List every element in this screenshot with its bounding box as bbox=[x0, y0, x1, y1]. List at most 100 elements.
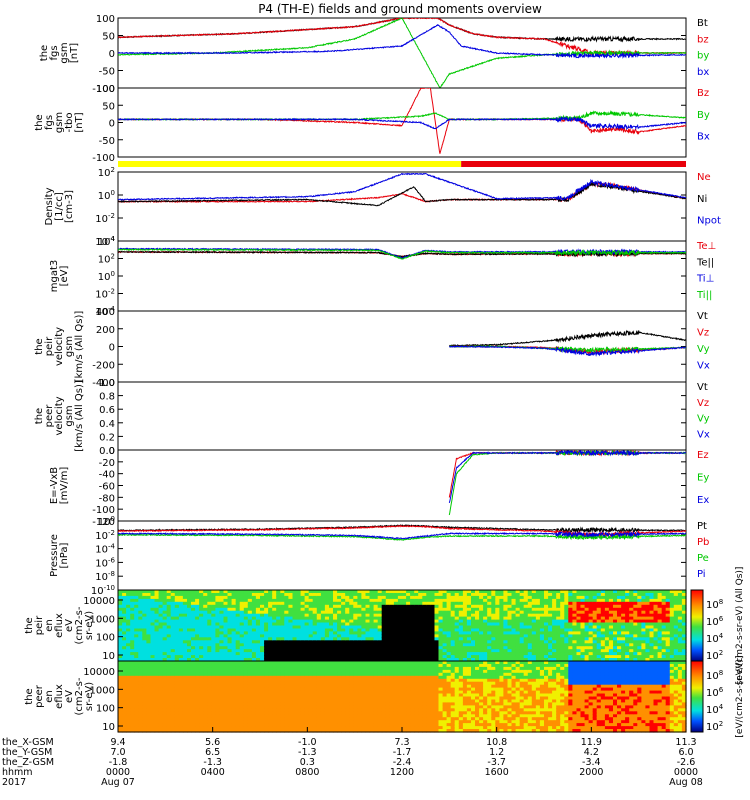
legend-peer-velocity-0: Vt bbox=[697, 382, 708, 393]
xaxis-z-5: -3.4 bbox=[582, 757, 601, 768]
ylabel-temperature-1: [eV] bbox=[59, 266, 70, 287]
ylabel-peer-velocity-4: [km/s (All Qs)] bbox=[74, 380, 85, 452]
ylabel-peer-velocity-3: gsm bbox=[64, 405, 75, 426]
yticklabel-pressure-0: 100 bbox=[98, 515, 115, 528]
xaxis-x-6: 11.3 bbox=[675, 737, 696, 748]
xaxis-y-5: 4.2 bbox=[584, 747, 599, 758]
yticklabel-efield-1: -20 bbox=[99, 458, 115, 469]
legend-temperature-3: Ti|| bbox=[696, 290, 712, 301]
yticklabel-pressure-5: 10-10 bbox=[91, 584, 115, 597]
xaxis-x-1: 5.6 bbox=[205, 737, 220, 748]
yticklabel-peer-velocity-2: 0.6 bbox=[99, 405, 115, 416]
yticklabel-peer-velocity-3: 0.4 bbox=[99, 419, 115, 430]
ylabel-efield-1: [mV/m] bbox=[59, 467, 70, 505]
series-density-1 bbox=[118, 181, 686, 207]
panel-peir-spectrogram: the peir en eflux eV (cm2-s-sr-eV) 10000 1000 10… bbox=[24, 567, 745, 685]
yticklabel-efield-0: 0 bbox=[109, 446, 115, 457]
yticklabel-fgs-gsm-1: 50 bbox=[102, 32, 115, 43]
yticklabel-pressure-1: 10-2 bbox=[95, 529, 115, 542]
series-fgs-gsm-tb-0 bbox=[118, 88, 686, 154]
legend-peer-velocity-2: Vy bbox=[697, 414, 710, 425]
ylabel-peir-spectrogram-1: peir bbox=[34, 615, 45, 635]
frame-peer-velocity bbox=[117, 381, 687, 451]
yticklabel-efield-3: -60 bbox=[99, 482, 115, 493]
ylabel-fgs-gsm-tb-4: [nT] bbox=[74, 112, 85, 132]
series-temperature-3 bbox=[118, 248, 686, 260]
series-efield-0 bbox=[448, 450, 686, 498]
series-pressure-3 bbox=[118, 531, 686, 540]
ylabel-fgs-gsm-1: fgs bbox=[49, 45, 60, 60]
ylabel-peer-spectrogram-3: eflux bbox=[54, 684, 65, 709]
yticklabel-fgs-gsm-tb-4: -100 bbox=[92, 153, 115, 164]
yticklabel-peer-velocity-0: 1.0 bbox=[99, 378, 115, 389]
yticklabel-peir-spectrogram-3: 10 bbox=[102, 651, 115, 662]
yticklabel-peir-spectrogram-0: 10000 bbox=[83, 596, 115, 607]
ylabel-peer-spectrogram-1: peer bbox=[34, 684, 45, 708]
series-efield-2 bbox=[448, 450, 686, 504]
series-peir-velocity-3 bbox=[448, 345, 686, 357]
ylabel-fgs-gsm-tb-3: -tbo bbox=[64, 113, 75, 133]
legend-fgs-gsm-tb-0: Bz bbox=[697, 88, 709, 99]
ylabel-density-0: Density bbox=[44, 187, 55, 225]
ylabel-peir-spectrogram-4: eV bbox=[64, 619, 75, 632]
cbtick-peer-spectrogram-0: 108 bbox=[706, 669, 723, 682]
figure-title: P4 (TH-E) fields and ground moments over… bbox=[258, 2, 542, 16]
xaxis-x-3: 7.3 bbox=[394, 737, 409, 748]
colorbar-label-peir-spectrogram: [eV/(cm2-s-sr-eV) (All Qs)] bbox=[735, 567, 745, 685]
series-fgs-gsm-tb-2 bbox=[118, 116, 686, 131]
yticklabel-density-0: 102 bbox=[98, 166, 115, 179]
legend-pressure-1: Pb bbox=[697, 537, 709, 548]
ylabel-peer-velocity-0: the bbox=[34, 408, 45, 424]
frame-peir-velocity bbox=[117, 310, 687, 383]
ylabel-fgs-gsm-0: the bbox=[39, 45, 50, 61]
ylabel-temperature-0: mgat3 bbox=[49, 260, 60, 293]
legend-fgs-gsm-tb-1: By bbox=[697, 110, 710, 121]
ylabel-peir-spectrogram-3: eflux bbox=[54, 613, 65, 638]
ylabel-peir-velocity-3: gsm bbox=[64, 336, 75, 357]
legend-pressure-3: Pi bbox=[697, 569, 706, 580]
colorbar-peer-spectrogram bbox=[690, 660, 704, 733]
ylabel-peer-spectrogram-2: en bbox=[44, 690, 55, 703]
yticklabel-fgs-gsm-tb-2: 0 bbox=[109, 119, 115, 130]
xaxis-t-1: 0400 bbox=[201, 767, 225, 778]
xaxis-z-6: -2.6 bbox=[677, 757, 696, 768]
xaxis-x-2: -1.0 bbox=[298, 737, 317, 748]
yticklabel-temperature-3: 10-2 bbox=[95, 288, 115, 301]
legend-fgs-gsm-1: bz bbox=[697, 34, 709, 45]
ylabel-peer-velocity-2: velocity bbox=[54, 396, 65, 435]
xaxis-t-0: 0000 bbox=[106, 767, 130, 778]
xaxis-t-5: 2000 bbox=[579, 767, 603, 778]
ylabel-peer-spectrogram-5: (cm2-s- bbox=[74, 677, 85, 715]
yticklabel-efield-5: -100 bbox=[92, 505, 115, 516]
xaxis-z-4: -3.7 bbox=[487, 757, 506, 768]
ylabel-fgs-gsm-2: gsm bbox=[59, 42, 70, 63]
xaxis-t-2: 0800 bbox=[295, 767, 319, 778]
legend-fgs-gsm-3: bx bbox=[697, 67, 709, 78]
yticklabel-pressure-4: 10-8 bbox=[95, 570, 115, 583]
yticklabel-density-3: 10-4 bbox=[95, 235, 115, 248]
xaxis-y-3: -1.7 bbox=[393, 747, 412, 758]
yticklabel-density-2: 10-2 bbox=[95, 212, 115, 225]
series-density-2 bbox=[118, 172, 686, 201]
yticklabel-peer-spectrogram-0: 10000 bbox=[83, 667, 115, 678]
yticklabel-fgs-gsm-4: -100 bbox=[92, 84, 115, 95]
panel-efield: E=-VxB [mV/m] 0-20-40-60-80-100-120 Ez Ey Ex bbox=[49, 446, 709, 528]
quality-bar bbox=[118, 161, 686, 167]
panel-temperature: mgat3 [eV] 104 102 100 10-2 10-4 Te⊥ Te|| Ti⊥ Ti|| bbox=[49, 235, 716, 318]
xaxis-row-label-1: the_Y-GSM bbox=[2, 747, 52, 758]
legend-density-1: Ni bbox=[697, 194, 707, 205]
panel-fgs-gsm-tb: the fgs gsm -tbo [nT] 100 50 0 -50 -100 Bz By Bx bbox=[34, 84, 710, 164]
ylabel-peir-velocity-2: velocity bbox=[54, 327, 65, 366]
ylabel-peir-spectrogram-2: en bbox=[44, 619, 55, 632]
xaxis-x-4: 10.8 bbox=[486, 737, 507, 748]
yticklabel-peir-velocity-0: 400 bbox=[96, 307, 115, 318]
ylabel-density-2: [cm-3] bbox=[64, 190, 75, 223]
xaxis-y-6: 6.0 bbox=[678, 747, 693, 758]
ylabel-pressure-1: [nPa] bbox=[59, 542, 70, 568]
legend-density-0: Ne bbox=[697, 172, 711, 183]
xaxis-x-5: 11.9 bbox=[581, 737, 602, 748]
ylabel-pressure-0: Pressure bbox=[49, 534, 60, 577]
yticklabel-peer-spectrogram-3: 10 bbox=[102, 722, 115, 733]
